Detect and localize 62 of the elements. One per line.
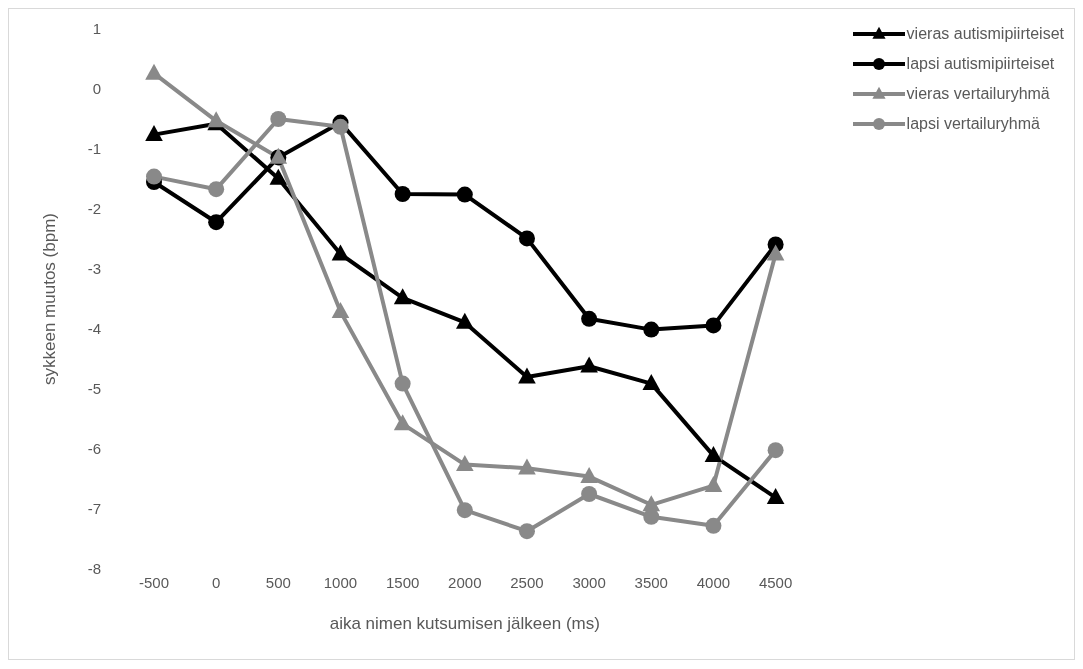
y-tick-label: -3 [87,260,101,278]
y-tick-label: -6 [87,440,101,458]
point [766,244,785,261]
point [518,458,536,475]
x-tick-label: 4000 [696,573,731,591]
point [270,111,287,127]
legend-label: lapsi vertailuryhmä [906,114,1040,134]
point [642,374,661,390]
x-tick-label: 4500 [758,573,793,591]
point [580,356,598,373]
point [705,517,722,534]
legend-label: lapsi autismipiirteiset [906,54,1055,74]
x-tick-label: -500 [138,573,170,591]
point [393,288,412,305]
x-tick-label: 0 [211,573,221,591]
y-tick-label: -7 [87,500,101,518]
point [331,244,350,261]
y-tick-label: 1 [92,20,101,38]
y-tick-label: 0 [92,80,101,98]
y-tick-label: -4 [87,320,101,338]
point [332,118,349,135]
x-tick-label: 3000 [572,573,606,591]
point [456,502,473,519]
point [704,476,723,492]
point [580,467,598,483]
point [456,312,474,329]
point [705,317,722,334]
point [208,214,225,231]
x-tick-label: 2500 [510,573,544,591]
y-tick-label: -5 [87,380,101,398]
x-tick-label: 2000 [448,573,482,591]
point [766,488,785,504]
point [145,63,163,80]
y-tick-label: -1 [87,140,101,158]
legend-label: vieras vertailuryhmä [906,84,1050,104]
point [581,486,598,502]
x-axis-title: aika nimen kutsumisen jälkeen (ms) [329,614,600,633]
point [456,186,473,203]
y-tick-label: -8 [87,560,101,578]
point [331,302,350,318]
legend-label: vieras autismipiirteiset [906,24,1064,44]
y-tick-label: -2 [87,200,101,218]
point [145,125,163,141]
point [269,168,288,185]
point [518,367,536,384]
point [456,455,474,471]
x-tick-label: 3500 [634,573,668,591]
x-tick-label: 1000 [323,573,358,591]
x-tick-label: 500 [265,573,291,591]
point [394,375,411,392]
point [393,414,412,431]
point [518,523,535,540]
point [208,181,225,198]
y-axis-title: sykkeen muutos (bpm) [40,213,60,385]
point [767,442,784,459]
point [643,321,660,338]
point [146,168,162,185]
point [394,186,411,202]
point [518,230,535,247]
point [704,446,723,462]
point [581,310,598,327]
x-tick-label: 1500 [385,573,420,591]
